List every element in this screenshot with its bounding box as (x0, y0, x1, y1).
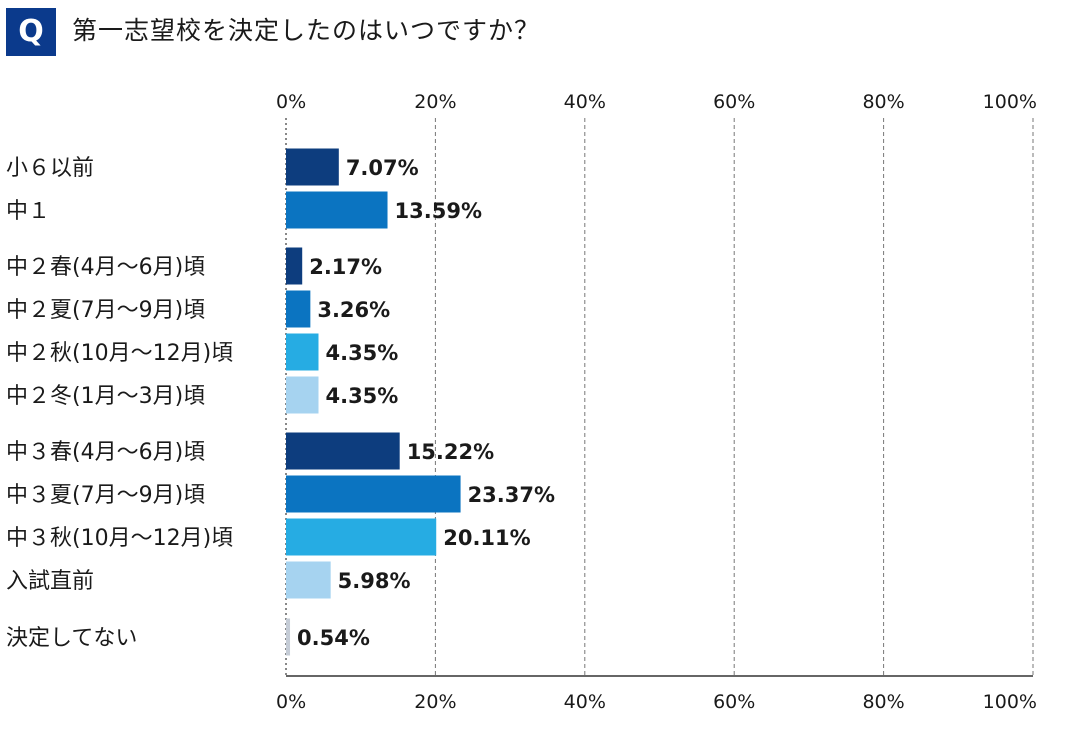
data-label: 20.11% (443, 526, 530, 550)
x-tick-label-top: 40% (564, 91, 606, 113)
bar (286, 247, 303, 285)
data-label: 3.26% (317, 298, 390, 322)
category-label: 中２秋(10月～12月)頃 (6, 341, 233, 366)
category-label: 中２夏(7月～9月)頃 (6, 298, 205, 323)
data-label: 15.22% (407, 440, 494, 464)
bar (286, 191, 388, 229)
x-tick-label-bottom: 20% (414, 691, 456, 713)
category-label: 入試直前 (6, 569, 94, 594)
category-label: 中３秋(10月～12月)頃 (6, 526, 233, 551)
category-label: 中２春(4月～6月)頃 (6, 255, 205, 280)
category-label: 中２冬(1月～3月)頃 (6, 384, 205, 409)
bar (286, 376, 319, 414)
x-tick-label-bottom: 0% (276, 691, 306, 713)
question-title: 第一志望校を決定したのはいつですか？ (72, 16, 541, 45)
x-tick-label-bottom: 100% (983, 691, 1037, 713)
data-label: 23.37% (468, 483, 555, 507)
category-label: 決定してない (6, 626, 137, 651)
x-tick-label-top: 0% (276, 91, 306, 113)
data-label: 7.07% (346, 156, 419, 180)
data-label: 4.35% (325, 384, 398, 408)
bar (286, 561, 331, 599)
data-label: 13.59% (395, 199, 482, 223)
data-label: 0.54% (297, 626, 370, 650)
bar (286, 518, 437, 556)
bar (286, 618, 291, 656)
bar (286, 475, 461, 513)
data-label: 5.98% (338, 569, 411, 593)
category-label: 中３春(4月～6月)頃 (6, 440, 205, 465)
category-label: 中１ (6, 199, 50, 224)
question-header: Q 第一志望校を決定したのはいつですか？ (0, 0, 1080, 62)
x-tick-label-bottom: 60% (713, 691, 755, 713)
bar (286, 290, 311, 328)
category-label: 小６以前 (6, 156, 94, 181)
x-tick-label-bottom: 40% (564, 691, 606, 713)
x-tick-label-top: 60% (713, 91, 755, 113)
q-badge: Q (6, 8, 56, 56)
bar (286, 148, 339, 186)
bar (286, 432, 400, 470)
x-tick-label-top: 80% (862, 91, 904, 113)
x-tick-label-top: 20% (414, 91, 456, 113)
data-label: 4.35% (325, 341, 398, 365)
x-tick-label-top: 100% (983, 91, 1037, 113)
bar (286, 333, 319, 371)
x-tick-label-bottom: 80% (862, 691, 904, 713)
category-label: 中３夏(7月～9月)頃 (6, 483, 205, 508)
data-label: 2.17% (309, 255, 382, 279)
